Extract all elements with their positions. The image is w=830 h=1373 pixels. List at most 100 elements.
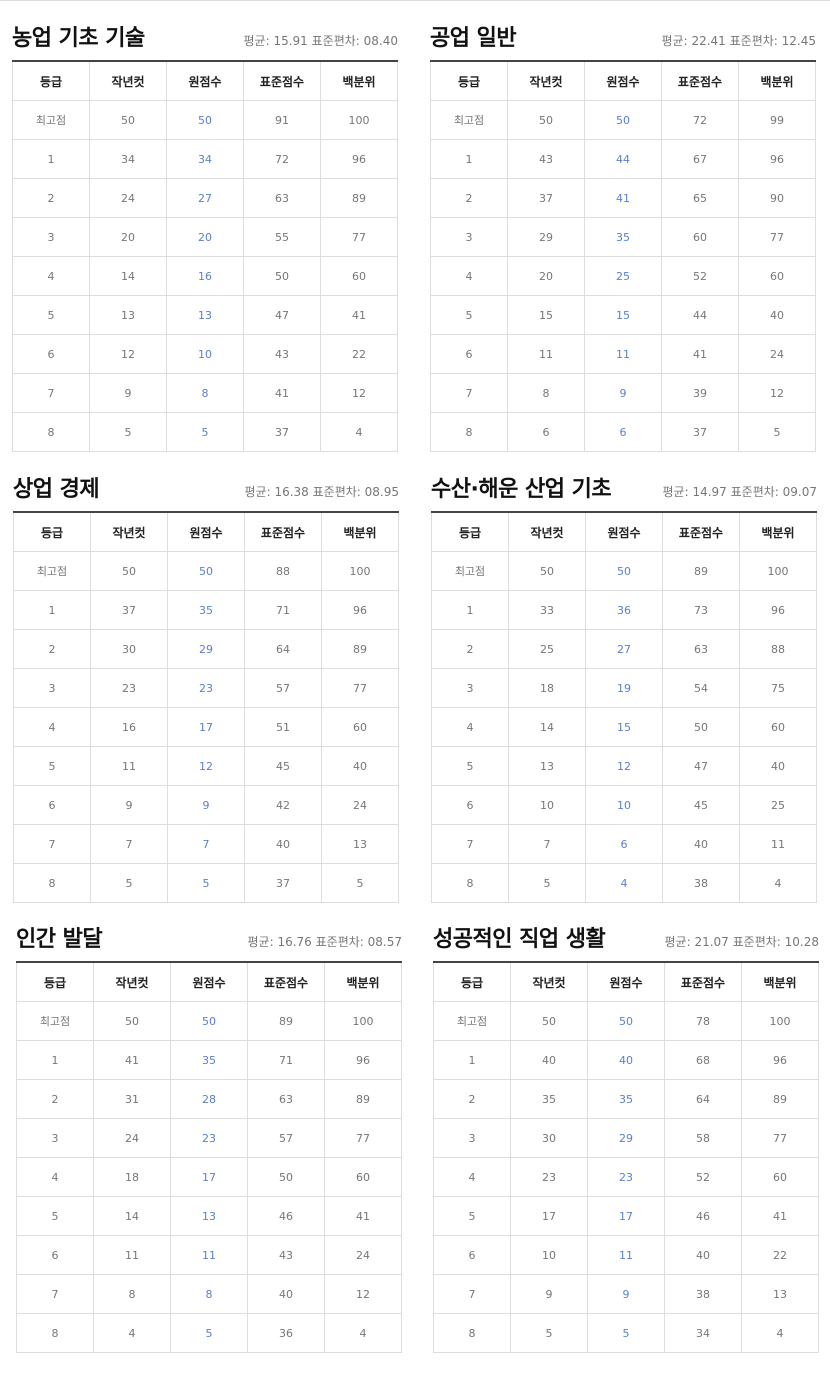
table-cell: 4 [741, 1313, 819, 1353]
table-cell: 29 [167, 629, 245, 669]
table-cell: 58 [664, 1118, 742, 1158]
column-header: 백분위 [324, 961, 402, 1002]
table-cell: 11 [739, 824, 817, 864]
table-cell: 22 [741, 1235, 819, 1275]
table-cell: 29 [507, 217, 585, 257]
table-row: 8 4 5 36 4 [16, 1313, 402, 1353]
table-cell: 4 [431, 707, 509, 747]
table-header-row: 등급 작년컷 원점수 표준점수 백분위 [431, 511, 817, 552]
panel-header: 농업 기초 기술 평균: 15.91 표준편차: 08.40 [12, 0, 398, 60]
table-cell: 60 [661, 217, 739, 257]
column-header: 표준점수 [664, 961, 742, 1002]
table-cell: 89 [321, 629, 399, 669]
table-row: 7 9 8 41 12 [12, 373, 398, 413]
table-cell: 1 [431, 590, 509, 630]
table-cell: 8 [166, 373, 244, 413]
column-header: 백분위 [741, 961, 819, 1002]
table-row: 7 7 6 40 11 [431, 824, 817, 864]
table-row: 3 29 35 60 77 [430, 217, 816, 257]
column-header: 표준점수 [661, 60, 739, 101]
table-cell: 17 [167, 707, 245, 747]
table-cell: 8 [433, 1313, 511, 1353]
table-cell: 57 [247, 1118, 325, 1158]
subject-panel-fishery: 수산·해운 산업 기초 평균: 14.97 표준편차: 09.07 등급 작년컷 원점수… [431, 451, 817, 903]
table-row: 5 13 12 47 40 [431, 746, 817, 786]
table-cell: 6 [584, 412, 662, 452]
table-cell: 5 [167, 863, 245, 903]
table-cell: 7 [12, 373, 90, 413]
table-cell: 24 [738, 334, 816, 374]
table-cell: 8 [93, 1274, 171, 1314]
table-cell: 10 [166, 334, 244, 374]
subject-title: 성공적인 직업 생활 [433, 927, 606, 952]
table-cell: 7 [167, 824, 245, 864]
table-cell: 20 [89, 217, 167, 257]
table-cell: 37 [507, 178, 585, 218]
table-cell: 65 [661, 178, 739, 218]
table-cell: 50 [167, 551, 245, 591]
table-cell: 5 [13, 746, 91, 786]
table-row: 5 14 13 46 41 [16, 1196, 402, 1236]
table-cell: 7 [90, 824, 168, 864]
subject-panel-commerce: 상업 경제 평균: 16.38 표준편차: 08.95 등급 작년컷 원점수 표준점수 백분… [13, 451, 399, 903]
table-cell: 52 [661, 256, 739, 296]
table-cell: 89 [247, 1001, 325, 1041]
column-header: 표준점수 [243, 60, 321, 101]
table-cell: 41 [741, 1196, 819, 1236]
table-cell: 11 [93, 1235, 171, 1275]
table-cell: 29 [587, 1118, 665, 1158]
table-cell: 5 [510, 1313, 588, 1353]
table-cell: 63 [247, 1079, 325, 1119]
table-cell: 96 [738, 139, 816, 179]
table-cell: 5 [321, 863, 399, 903]
table-cell: 1 [430, 139, 508, 179]
column-header: 원점수 [587, 961, 665, 1002]
table-cell: 100 [321, 551, 399, 591]
table-cell: 46 [664, 1196, 742, 1236]
table-cell: 15 [507, 295, 585, 335]
table-cell: 5 [587, 1313, 665, 1353]
table-cell: 16 [90, 707, 168, 747]
table-cell: 10 [585, 785, 663, 825]
table-cell: 30 [510, 1118, 588, 1158]
table-cell: 5 [90, 863, 168, 903]
table-cell: 41 [93, 1040, 171, 1080]
table-cell: 19 [585, 668, 663, 708]
table-cell: 40 [739, 746, 817, 786]
table-cell: 12 [324, 1274, 402, 1314]
table-cell: 20 [507, 256, 585, 296]
table-cell: 40 [664, 1235, 742, 1275]
table-cell: 5 [170, 1313, 248, 1353]
table-cell: 8 [507, 373, 585, 413]
table-row: 1 34 34 72 96 [12, 139, 398, 179]
table-cell: 100 [741, 1001, 819, 1041]
table-cell: 71 [244, 590, 322, 630]
table-cell: 63 [662, 629, 740, 669]
table-cell: 60 [321, 707, 399, 747]
table-cell: 89 [662, 551, 740, 591]
table-cell: 71 [247, 1040, 325, 1080]
table-cell: 12 [167, 746, 245, 786]
table-cell: 4 [430, 256, 508, 296]
column-header: 등급 [13, 511, 91, 552]
table-cell: 7 [431, 824, 509, 864]
table-cell: 20 [166, 217, 244, 257]
column-header: 표준점수 [662, 511, 740, 552]
table-cell: 6 [431, 785, 509, 825]
table-row: 3 30 29 58 77 [433, 1118, 819, 1158]
table-cell: 12 [738, 373, 816, 413]
table-cell: 5 [738, 412, 816, 452]
table-cell: 100 [739, 551, 817, 591]
table-cell: 50 [90, 551, 168, 591]
table-cell: 13 [170, 1196, 248, 1236]
table-cell: 50 [93, 1001, 171, 1041]
grade-table: 등급 작년컷 원점수 표준점수 백분위 최고점 50 50 72 99 1 43 44 67 96 2 37 41… [430, 60, 816, 452]
table-cell: 13 [321, 824, 399, 864]
table-cell: 2 [13, 629, 91, 669]
table-cell: 63 [243, 178, 321, 218]
table-row: 4 18 17 50 60 [16, 1157, 402, 1197]
table-cell: 37 [661, 412, 739, 452]
table-cell: 9 [584, 373, 662, 413]
table-cell: 52 [664, 1157, 742, 1197]
table-cell: 54 [662, 668, 740, 708]
